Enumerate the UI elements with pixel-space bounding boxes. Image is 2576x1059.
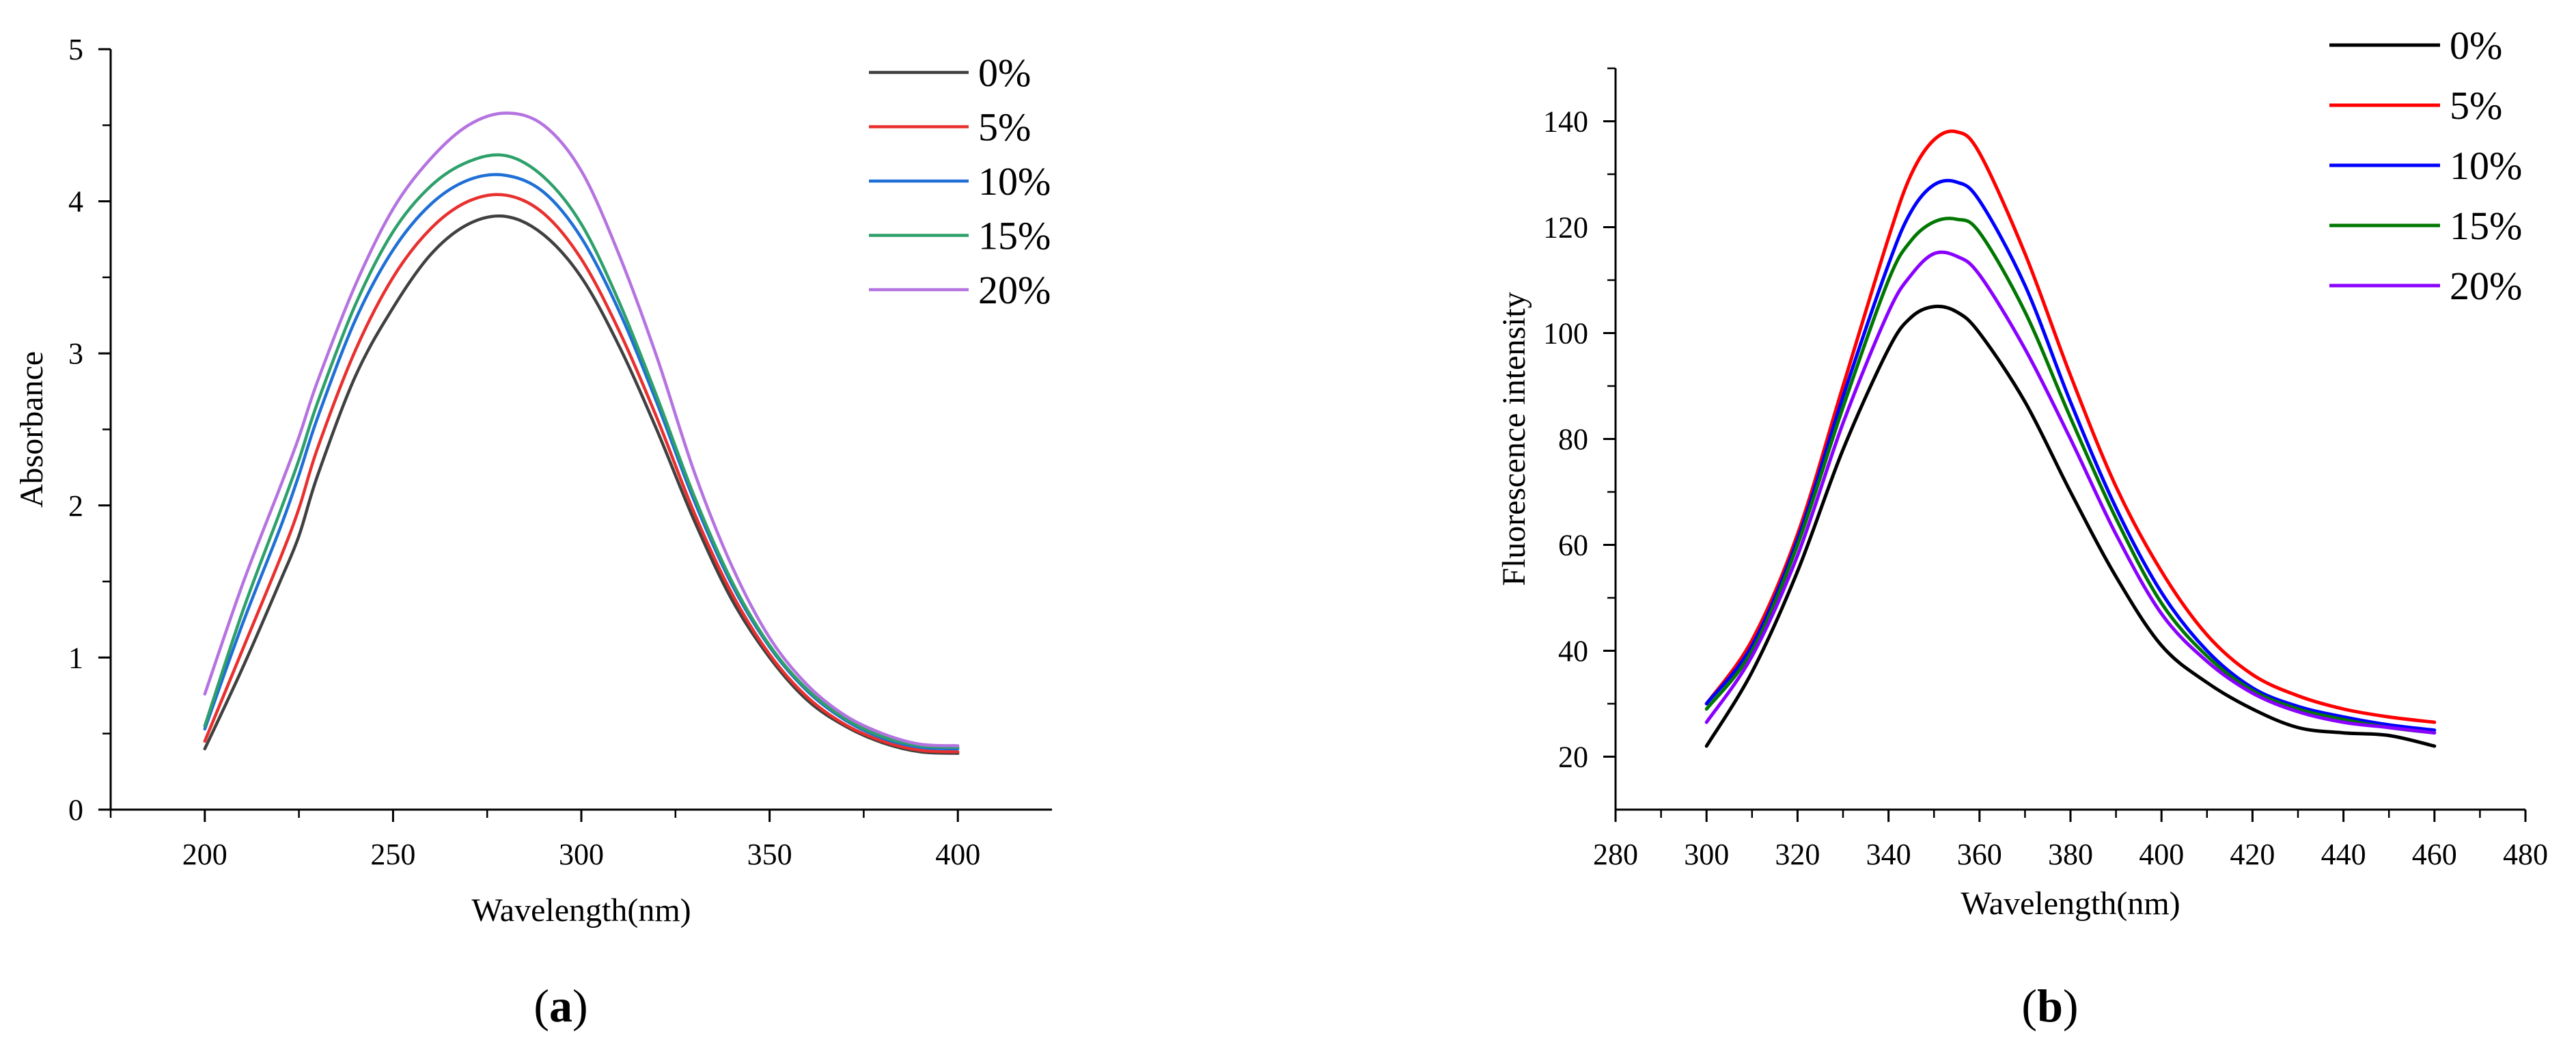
x-tick-label: 250 bbox=[370, 838, 415, 871]
series-line-15pct bbox=[203, 153, 960, 749]
y-tick-label: 80 bbox=[1558, 423, 1588, 456]
legend-label: 15% bbox=[2450, 204, 2522, 248]
x-tick-label: 200 bbox=[182, 838, 227, 871]
x-tick-label: 440 bbox=[2321, 838, 2366, 871]
legend-label: 0% bbox=[978, 51, 1031, 95]
y-tick-label: 120 bbox=[1543, 211, 1588, 245]
panel-label: (a) bbox=[534, 980, 587, 1032]
series-line-0pct bbox=[1704, 304, 2437, 748]
legend-label: 10% bbox=[2450, 143, 2522, 188]
legend-label: 20% bbox=[2450, 264, 2522, 308]
x-tick-label: 300 bbox=[1684, 838, 1729, 871]
series-line-0pct bbox=[203, 214, 960, 755]
y-axis-title: Absorbance bbox=[14, 351, 50, 508]
legend-label: 10% bbox=[978, 159, 1051, 204]
absorbance-chart-panel: 200 250 300 350 400 0 1 2 3 4 5 0% 5% 10% 15% 20% Wavele… bbox=[14, 33, 1052, 1032]
y-tick-label: 5 bbox=[68, 33, 83, 66]
x-tick-label: 320 bbox=[1775, 838, 1820, 871]
series-line-10pct bbox=[1704, 178, 2437, 732]
y-axis-title: Fluorescence intensity bbox=[1496, 292, 1532, 586]
y-tick-label: 1 bbox=[68, 641, 83, 674]
x-tick-label: 300 bbox=[559, 838, 604, 871]
y-tick-label: 60 bbox=[1558, 529, 1588, 562]
fluorescence-chart-panel: 280 300 320 340 360 380 400 420 440 460 480 20 40 60 8… bbox=[1496, 23, 2548, 1032]
series-line-20pct bbox=[203, 111, 960, 747]
y-tick-label: 140 bbox=[1543, 105, 1588, 139]
x-tick-label: 480 bbox=[2503, 838, 2548, 871]
x-tick-label: 360 bbox=[1957, 838, 2002, 871]
series-line-5pct bbox=[203, 193, 960, 754]
legend-label: 5% bbox=[978, 105, 1031, 150]
series-line-15pct bbox=[1704, 217, 2437, 735]
x-tick-label: 420 bbox=[2230, 838, 2275, 871]
y-tick-label: 4 bbox=[68, 185, 83, 219]
legend-label: 20% bbox=[978, 268, 1051, 312]
x-tick-label: 350 bbox=[747, 838, 792, 871]
x-tick-label: 400 bbox=[935, 838, 980, 871]
legend-label: 0% bbox=[2450, 23, 2502, 68]
x-tick-label: 280 bbox=[1593, 838, 1638, 871]
y-tick-label: 20 bbox=[1558, 741, 1588, 774]
y-tick-label: 100 bbox=[1543, 317, 1588, 350]
y-tick-label: 2 bbox=[68, 489, 83, 523]
x-tick-label: 400 bbox=[2139, 838, 2184, 871]
x-axis-title: Wavelength(nm) bbox=[1961, 885, 2180, 922]
x-axis-title: Wavelength(nm) bbox=[471, 892, 691, 929]
x-tick-label: 340 bbox=[1866, 838, 1911, 871]
legend-label: 5% bbox=[2450, 83, 2502, 128]
y-tick-label: 40 bbox=[1558, 635, 1588, 668]
x-tick-label: 380 bbox=[2048, 838, 2093, 871]
legend-label: 15% bbox=[978, 214, 1051, 258]
series-line-5pct bbox=[1704, 129, 2437, 724]
y-tick-label: 3 bbox=[68, 337, 83, 370]
y-tick-label: 0 bbox=[68, 793, 83, 827]
x-tick-label: 460 bbox=[2412, 838, 2457, 871]
panel-label: (b) bbox=[2021, 980, 2078, 1032]
series-line-20pct bbox=[1704, 250, 2437, 735]
